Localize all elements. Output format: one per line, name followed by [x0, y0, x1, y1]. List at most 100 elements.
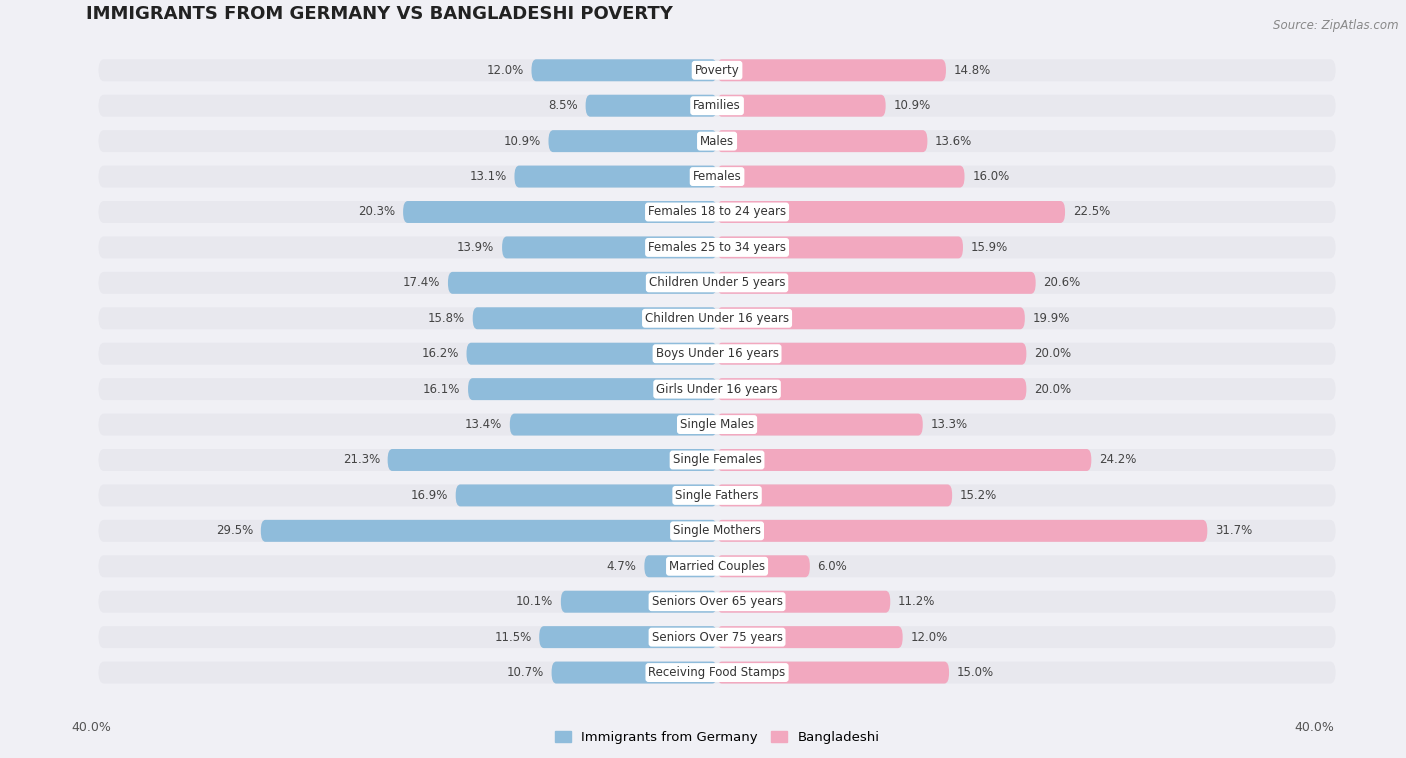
Text: Males: Males [700, 135, 734, 148]
Text: 31.7%: 31.7% [1215, 525, 1253, 537]
Legend: Immigrants from Germany, Bangladeshi: Immigrants from Germany, Bangladeshi [550, 726, 884, 750]
FancyBboxPatch shape [548, 130, 717, 152]
FancyBboxPatch shape [717, 59, 946, 81]
Text: Single Females: Single Females [672, 453, 762, 466]
FancyBboxPatch shape [717, 343, 1026, 365]
Text: 15.0%: 15.0% [956, 666, 994, 679]
Text: 10.1%: 10.1% [516, 595, 553, 608]
Text: 24.2%: 24.2% [1099, 453, 1136, 466]
FancyBboxPatch shape [717, 165, 965, 187]
FancyBboxPatch shape [717, 590, 890, 612]
Text: 14.8%: 14.8% [953, 64, 991, 77]
Text: 20.0%: 20.0% [1033, 383, 1071, 396]
FancyBboxPatch shape [468, 378, 717, 400]
Text: 10.9%: 10.9% [503, 135, 541, 148]
Text: 29.5%: 29.5% [217, 525, 253, 537]
FancyBboxPatch shape [98, 662, 1336, 684]
Text: 22.5%: 22.5% [1073, 205, 1109, 218]
Text: Seniors Over 75 years: Seniors Over 75 years [651, 631, 783, 644]
Text: 40.0%: 40.0% [1295, 721, 1334, 735]
Text: 13.1%: 13.1% [470, 170, 506, 183]
FancyBboxPatch shape [717, 414, 922, 436]
Text: Seniors Over 65 years: Seniors Over 65 years [651, 595, 783, 608]
Text: Receiving Food Stamps: Receiving Food Stamps [648, 666, 786, 679]
FancyBboxPatch shape [98, 556, 1336, 578]
Text: 21.3%: 21.3% [343, 453, 380, 466]
Text: 15.2%: 15.2% [960, 489, 997, 502]
FancyBboxPatch shape [260, 520, 717, 542]
FancyBboxPatch shape [717, 662, 949, 684]
FancyBboxPatch shape [98, 343, 1336, 365]
FancyBboxPatch shape [456, 484, 717, 506]
FancyBboxPatch shape [98, 307, 1336, 329]
FancyBboxPatch shape [98, 165, 1336, 187]
Text: Children Under 16 years: Children Under 16 years [645, 312, 789, 324]
Text: 13.3%: 13.3% [931, 418, 967, 431]
Text: 20.0%: 20.0% [1033, 347, 1071, 360]
Text: Single Fathers: Single Fathers [675, 489, 759, 502]
Text: 10.9%: 10.9% [893, 99, 931, 112]
Text: Females: Females [693, 170, 741, 183]
FancyBboxPatch shape [98, 484, 1336, 506]
FancyBboxPatch shape [644, 556, 717, 578]
Text: 10.7%: 10.7% [506, 666, 544, 679]
FancyBboxPatch shape [717, 484, 952, 506]
Text: Boys Under 16 years: Boys Under 16 years [655, 347, 779, 360]
FancyBboxPatch shape [472, 307, 717, 329]
FancyBboxPatch shape [717, 449, 1091, 471]
FancyBboxPatch shape [98, 236, 1336, 258]
FancyBboxPatch shape [98, 414, 1336, 436]
FancyBboxPatch shape [98, 449, 1336, 471]
FancyBboxPatch shape [467, 343, 717, 365]
FancyBboxPatch shape [510, 414, 717, 436]
FancyBboxPatch shape [502, 236, 717, 258]
FancyBboxPatch shape [717, 556, 810, 578]
Text: Married Couples: Married Couples [669, 559, 765, 573]
Text: Source: ZipAtlas.com: Source: ZipAtlas.com [1274, 19, 1399, 32]
Text: 6.0%: 6.0% [818, 559, 848, 573]
FancyBboxPatch shape [388, 449, 717, 471]
Text: 19.9%: 19.9% [1032, 312, 1070, 324]
Text: Girls Under 16 years: Girls Under 16 years [657, 383, 778, 396]
Text: IMMIGRANTS FROM GERMANY VS BANGLADESHI POVERTY: IMMIGRANTS FROM GERMANY VS BANGLADESHI P… [86, 5, 673, 23]
FancyBboxPatch shape [98, 130, 1336, 152]
FancyBboxPatch shape [717, 95, 886, 117]
FancyBboxPatch shape [98, 590, 1336, 612]
FancyBboxPatch shape [531, 59, 717, 81]
FancyBboxPatch shape [717, 307, 1025, 329]
FancyBboxPatch shape [717, 130, 928, 152]
FancyBboxPatch shape [404, 201, 717, 223]
FancyBboxPatch shape [561, 590, 717, 612]
FancyBboxPatch shape [551, 662, 717, 684]
FancyBboxPatch shape [717, 626, 903, 648]
Text: 16.9%: 16.9% [411, 489, 449, 502]
Text: 12.0%: 12.0% [911, 631, 948, 644]
Text: Children Under 5 years: Children Under 5 years [648, 277, 786, 290]
Text: 13.4%: 13.4% [465, 418, 502, 431]
Text: 15.9%: 15.9% [970, 241, 1008, 254]
FancyBboxPatch shape [515, 165, 717, 187]
Text: 13.9%: 13.9% [457, 241, 495, 254]
FancyBboxPatch shape [98, 520, 1336, 542]
Text: 4.7%: 4.7% [607, 559, 637, 573]
Text: 11.5%: 11.5% [495, 631, 531, 644]
Text: Families: Families [693, 99, 741, 112]
Text: 11.2%: 11.2% [898, 595, 935, 608]
Text: 13.6%: 13.6% [935, 135, 973, 148]
Text: 16.0%: 16.0% [973, 170, 1010, 183]
Text: Females 25 to 34 years: Females 25 to 34 years [648, 241, 786, 254]
FancyBboxPatch shape [717, 236, 963, 258]
FancyBboxPatch shape [585, 95, 717, 117]
Text: 15.8%: 15.8% [427, 312, 465, 324]
Text: 40.0%: 40.0% [72, 721, 111, 735]
FancyBboxPatch shape [98, 201, 1336, 223]
Text: Single Males: Single Males [681, 418, 754, 431]
Text: 17.4%: 17.4% [404, 277, 440, 290]
Text: Females 18 to 24 years: Females 18 to 24 years [648, 205, 786, 218]
Text: 16.1%: 16.1% [423, 383, 460, 396]
Text: 8.5%: 8.5% [548, 99, 578, 112]
Text: 20.3%: 20.3% [359, 205, 395, 218]
FancyBboxPatch shape [98, 626, 1336, 648]
FancyBboxPatch shape [98, 272, 1336, 294]
FancyBboxPatch shape [538, 626, 717, 648]
